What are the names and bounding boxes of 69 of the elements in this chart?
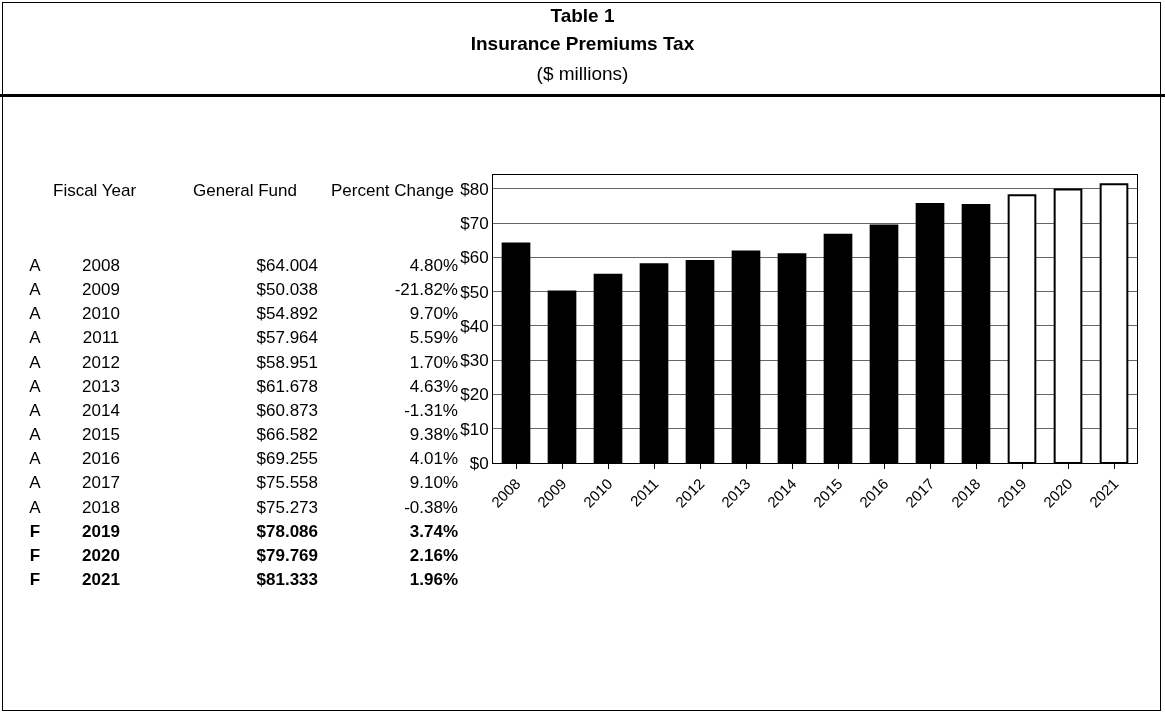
- text: -1.31%: [403, 400, 458, 421]
- text: $69.255: [255, 449, 318, 470]
- text: $50.038: [255, 280, 318, 301]
- text: -21.82%: [393, 280, 458, 301]
- y-tick-label: $10: [460, 419, 489, 439]
- y-tick-label: $0: [469, 453, 489, 473]
- text: A: [28, 400, 42, 421]
- text: 9.70%: [408, 304, 458, 325]
- text: F: [28, 521, 42, 542]
- text: $75.558: [255, 473, 318, 494]
- text: 3.74%: [408, 521, 458, 542]
- text: $61.678: [255, 376, 318, 397]
- text: A: [28, 256, 42, 276]
- text: F: [28, 569, 42, 590]
- text: F: [28, 545, 42, 566]
- text: A: [28, 352, 42, 373]
- text: $57.964: [255, 328, 318, 349]
- category-label: 2019: [82, 521, 120, 541]
- text: 1.96%: [408, 569, 458, 590]
- category-label: 2013: [82, 376, 120, 396]
- text: $66.582: [255, 425, 318, 446]
- category-label: 2012: [82, 352, 120, 372]
- category-label: 2015: [82, 425, 120, 445]
- category-label: 2020: [82, 545, 120, 565]
- text: $60.873: [255, 400, 318, 421]
- text: 9.38%: [408, 425, 458, 446]
- text: A: [28, 449, 42, 470]
- text: Percent Change: [331, 181, 454, 201]
- text: 4.01%: [408, 449, 458, 470]
- text: A: [28, 425, 42, 446]
- y-tick-label: $50: [460, 282, 489, 302]
- text: 4.63%: [408, 376, 458, 397]
- y-tick-label: $80: [460, 179, 489, 199]
- category-label: 2008: [82, 256, 120, 275]
- text: $75.273: [255, 497, 318, 518]
- text: -0.38%: [403, 497, 458, 518]
- category-label: 2014: [82, 400, 120, 420]
- text: $78.086: [255, 521, 318, 542]
- category-label: 2009: [82, 280, 120, 300]
- text: 9.10%: [408, 473, 458, 494]
- y-tick-label: $40: [460, 316, 489, 336]
- category-label: 2010: [82, 304, 120, 324]
- text: A: [28, 280, 42, 301]
- text: $54.892: [255, 304, 318, 325]
- text: A: [28, 304, 42, 325]
- text: 2.16%: [408, 545, 458, 566]
- category-label: 2011: [82, 328, 120, 348]
- text: 1.70%: [408, 352, 458, 373]
- category-label: 2016: [82, 449, 120, 469]
- chart-title: Table 1: [549, 5, 616, 27]
- text: A: [28, 473, 42, 494]
- text: $58.951: [255, 352, 318, 373]
- category-label: 2021: [82, 569, 120, 589]
- text: A: [28, 328, 42, 349]
- text: A: [28, 497, 42, 518]
- y-tick-label: $70: [460, 213, 489, 233]
- chart-subtitle: Insurance Premiums Tax: [469, 33, 696, 55]
- text: General Fund: [193, 181, 297, 201]
- text: 5.59%: [408, 328, 458, 349]
- y-tick-label: $30: [460, 351, 489, 371]
- text: A: [28, 376, 42, 397]
- text: $81.333: [255, 569, 318, 590]
- text: $64.004: [255, 256, 318, 276]
- y-tick-label: $60: [460, 248, 489, 268]
- text: Fiscal Year: [53, 181, 137, 201]
- y-tick-label: $20: [460, 385, 489, 405]
- text: 4.80%: [408, 256, 458, 276]
- text: $79.769: [255, 545, 318, 566]
- text: ($ millions): [535, 63, 630, 85]
